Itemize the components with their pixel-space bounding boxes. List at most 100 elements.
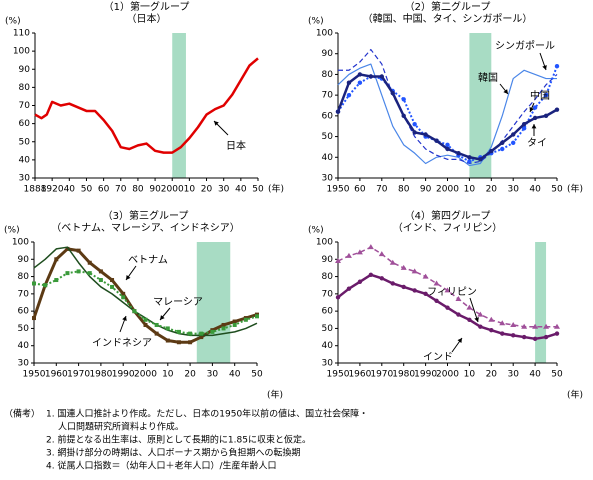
x-tick-label: 1960 <box>348 370 371 380</box>
chart-title: （1）第一グループ <box>104 0 190 13</box>
point <box>400 264 407 270</box>
point <box>499 320 506 326</box>
x-tick-label: 30 <box>507 370 519 380</box>
y-tick-label: 50 <box>322 132 334 142</box>
x-tick-label: 1888 <box>24 185 47 195</box>
point <box>532 105 538 110</box>
point <box>368 272 374 278</box>
arrow-head <box>529 107 534 112</box>
shade-period <box>535 242 547 363</box>
series-label: インド <box>423 352 453 363</box>
point <box>98 278 103 283</box>
arrow-head <box>214 121 219 126</box>
y-tick-label: 60 <box>322 307 334 317</box>
point <box>357 279 363 284</box>
point <box>521 126 527 131</box>
y-tick-label: 70 <box>19 101 31 111</box>
point <box>433 280 440 286</box>
point <box>445 305 450 310</box>
point <box>401 113 406 119</box>
point <box>511 333 516 338</box>
notes-label: （備考） <box>4 408 40 420</box>
x-tick-label: 1950 <box>327 370 350 380</box>
x-tick-label: 10 <box>464 185 476 195</box>
x-tick-label: 20 <box>184 370 196 380</box>
point <box>532 323 539 329</box>
x-tick-label: 60 <box>98 185 110 195</box>
point <box>232 322 237 327</box>
point <box>210 329 215 334</box>
y-tick-label: 50 <box>322 324 334 334</box>
point <box>412 121 417 127</box>
point <box>532 115 538 121</box>
shade-period <box>172 33 186 178</box>
y-tick-label: 90 <box>322 49 334 59</box>
point <box>243 317 248 322</box>
point <box>76 269 81 274</box>
note-line: 2. 前提となる出生率は、原則として長期的に1.85に収束と仮定。 <box>46 434 311 446</box>
x-tick-label: 2000 <box>436 185 459 195</box>
arrow-head <box>122 316 127 321</box>
x-tick-label: 2000 <box>134 370 157 380</box>
point <box>500 140 505 145</box>
arrow-head <box>503 89 508 94</box>
note-line: 人口問題研究所資料より作成。 <box>58 421 184 433</box>
x-tick-label: 20 <box>201 185 213 195</box>
point <box>477 311 484 317</box>
y-tick-label: 100 <box>316 238 333 248</box>
point <box>357 72 363 77</box>
point <box>221 326 226 331</box>
point <box>232 319 237 324</box>
y-tick-label: 60 <box>19 119 31 129</box>
point <box>389 259 396 265</box>
point <box>510 321 517 327</box>
point <box>346 92 352 98</box>
y-tick-label: 30 <box>322 359 334 369</box>
point <box>335 109 341 114</box>
shade-period <box>196 242 231 363</box>
point <box>467 155 472 160</box>
point <box>345 252 352 258</box>
x-tick-label: 90 <box>149 185 161 195</box>
point <box>456 150 461 156</box>
chart-subtitle: （日本） <box>127 12 167 25</box>
point <box>176 329 181 334</box>
point <box>445 146 450 152</box>
y-tick-label: 90 <box>19 65 31 75</box>
x-unit: (年) <box>267 389 283 401</box>
x-tick-label: 10 <box>464 370 476 380</box>
point <box>455 296 462 302</box>
y-tick-label: 90 <box>18 255 30 265</box>
point <box>511 132 516 137</box>
arrow-head <box>457 338 462 343</box>
point <box>132 309 137 314</box>
x-unit: (年) <box>567 389 583 401</box>
x-tick-label: 40 <box>529 370 541 380</box>
point <box>176 340 181 345</box>
arrow-head <box>531 124 537 129</box>
chart-subtitle: （ベトナム、マレーシア、インドネシア） <box>51 222 240 234</box>
y-unit: (%) <box>4 226 20 236</box>
point <box>423 291 428 297</box>
point <box>511 140 516 145</box>
point <box>335 258 341 264</box>
chart-subtitle: （韓国、中国、タイ、シンガポール） <box>363 12 533 25</box>
x-tick-label: 1990 <box>414 370 437 380</box>
point <box>489 327 494 333</box>
point <box>554 331 560 336</box>
x-tick-label: 40 <box>529 185 541 195</box>
series-label: ベトナム <box>128 254 168 266</box>
y-tick-label: 40 <box>18 341 30 351</box>
point <box>121 291 126 296</box>
y-tick-label: 100 <box>13 47 30 57</box>
point <box>444 287 451 293</box>
series-label: マレーシア <box>153 297 203 308</box>
point <box>554 63 560 69</box>
x-tick-label: 30 <box>207 370 219 380</box>
y-unit: (%) <box>308 226 324 236</box>
point <box>165 326 170 331</box>
x-tick-label: 40 <box>229 370 241 380</box>
line <box>337 63 557 167</box>
point <box>467 159 472 164</box>
point <box>532 336 538 341</box>
